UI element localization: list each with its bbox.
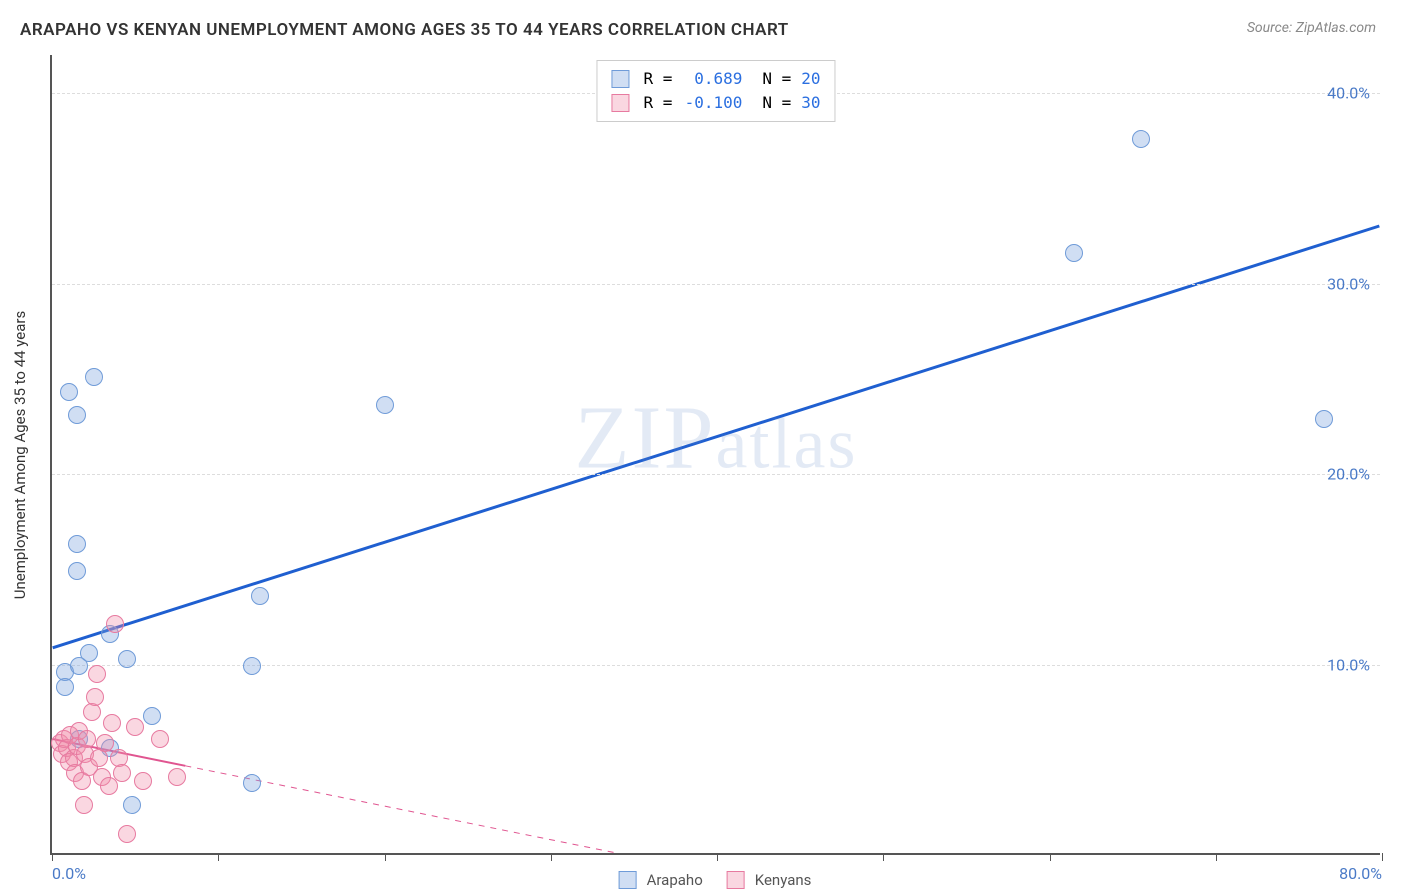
source-label: Source: ZipAtlas.com: [1247, 20, 1376, 36]
data-point: [100, 777, 118, 795]
x-tick: [551, 853, 552, 861]
data-point: [60, 383, 78, 401]
x-tick-label: 0.0%: [52, 864, 86, 883]
data-point: [143, 707, 161, 725]
data-point: [83, 703, 101, 721]
data-point: [126, 718, 144, 736]
n-label: N =: [762, 91, 791, 115]
legend-swatch: [611, 94, 629, 112]
data-point: [86, 688, 104, 706]
x-tick: [1216, 853, 1217, 861]
data-point: [251, 587, 269, 605]
y-tick-label: 30.0%: [1327, 274, 1370, 293]
gridline: [52, 284, 1380, 285]
gridline: [52, 474, 1380, 475]
data-point: [113, 764, 131, 782]
data-point: [1065, 244, 1083, 262]
y-tick-label: 40.0%: [1327, 84, 1370, 103]
n-value: 30: [801, 91, 820, 115]
data-point: [78, 730, 96, 748]
x-tick: [385, 853, 386, 861]
legend-stat-row: R = -0.100 N = 30: [611, 91, 820, 115]
data-point: [1132, 130, 1150, 148]
data-point: [106, 615, 124, 633]
data-point: [168, 768, 186, 786]
y-tick-label: 10.0%: [1327, 655, 1370, 674]
data-point: [118, 825, 136, 843]
x-tick: [1050, 853, 1051, 861]
data-point: [75, 796, 93, 814]
r-value: 0.689: [682, 67, 742, 91]
x-tick: [1382, 853, 1383, 861]
x-tick: [883, 853, 884, 861]
legend-stats: R = 0.689 N = 20 R = -0.100 N = 30: [596, 60, 835, 122]
data-point: [85, 368, 103, 386]
legend-label: Arapaho: [647, 871, 703, 889]
data-point: [243, 774, 261, 792]
n-label: N =: [762, 67, 791, 91]
plot-area: ZIPatlas R =0.689N =20R =-0.100N =30 10.…: [50, 55, 1380, 855]
data-point: [1315, 410, 1333, 428]
x-tick: [218, 853, 219, 861]
data-point: [68, 535, 86, 553]
legend-item: Arapaho: [619, 871, 703, 889]
x-tick: [717, 853, 718, 861]
y-axis-label: Unemployment Among Ages 35 to 44 years: [11, 311, 29, 599]
data-point: [134, 772, 152, 790]
legend-item: Kenyans: [727, 871, 812, 889]
x-tick-label: 80.0%: [1339, 864, 1382, 883]
n-value: 20: [801, 67, 820, 91]
data-point: [56, 678, 74, 696]
chart-title: ARAPAHO VS KENYAN UNEMPLOYMENT AMONG AGE…: [20, 20, 789, 40]
data-point: [123, 796, 141, 814]
data-point: [96, 734, 114, 752]
y-tick-label: 20.0%: [1327, 465, 1370, 484]
r-label: R =: [643, 91, 672, 115]
data-point: [118, 650, 136, 668]
header: ARAPAHO VS KENYAN UNEMPLOYMENT AMONG AGE…: [0, 0, 1406, 50]
trend-lines: [52, 55, 1380, 853]
data-point: [68, 406, 86, 424]
legend-stat-row: R = 0.689 N = 20: [611, 67, 820, 91]
data-point: [88, 665, 106, 683]
x-tick: [52, 853, 53, 861]
legend-series: Arapaho Kenyans: [619, 871, 812, 889]
data-point: [376, 396, 394, 414]
data-point: [70, 657, 88, 675]
legend-swatch: [619, 871, 637, 889]
data-point: [103, 714, 121, 732]
r-label: R =: [643, 67, 672, 91]
legend-swatch: [727, 871, 745, 889]
legend-swatch: [611, 70, 629, 88]
legend-label: Kenyans: [755, 871, 812, 889]
chart-container: Unemployment Among Ages 35 to 44 years Z…: [50, 55, 1380, 855]
data-point: [243, 657, 261, 675]
data-point: [68, 562, 86, 580]
r-value: -0.100: [682, 91, 742, 115]
data-point: [151, 730, 169, 748]
